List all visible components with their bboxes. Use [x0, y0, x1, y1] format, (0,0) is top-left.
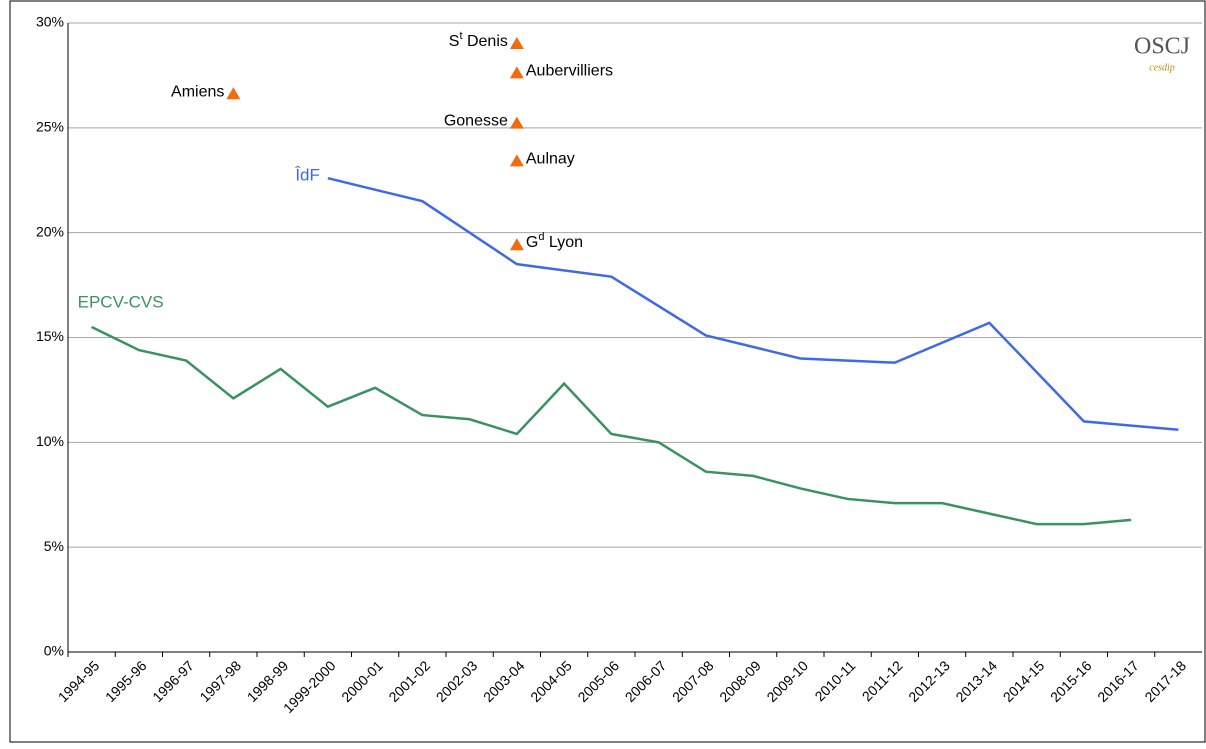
point-label-part: Amiens	[171, 84, 224, 101]
triangle-marker	[509, 66, 524, 79]
triangle-marker	[509, 238, 524, 251]
x-tick-label: 2001-02	[385, 657, 433, 705]
logo-title: OSCJ	[1134, 34, 1190, 60]
y-tick-label: 0%	[44, 643, 64, 659]
x-tick-label: 2010-11	[811, 657, 858, 704]
y-tick-label: 10%	[36, 433, 64, 449]
x-tick-label: 2008-09	[716, 657, 764, 705]
point-label-part: Aulnay	[526, 151, 575, 168]
x-tick-label: 1994-95	[55, 657, 103, 705]
y-tick-label: 30%	[36, 14, 64, 30]
x-tick-label: 2006-07	[622, 657, 670, 705]
point-label-part: Lyon	[544, 234, 583, 251]
point-label-part: G	[526, 234, 538, 251]
frame	[9, 0, 1206, 743]
x-tick-label: 2009-10	[763, 657, 811, 705]
x-tick-label: 1999-2000	[280, 657, 339, 716]
triangle-marker	[509, 154, 524, 167]
x-tick-label: 2015-16	[1047, 657, 1095, 705]
triangle-marker	[509, 36, 524, 49]
x-tick-label: 2007-08	[669, 657, 717, 705]
x-tick-label: 2014-15	[1000, 657, 1048, 705]
point-label-part: Aubervilliers	[526, 63, 613, 80]
x-tick-label: 2003-04	[480, 657, 528, 705]
x-tick-label: 2012-13	[905, 657, 953, 705]
point-label: Gd Lyon	[526, 231, 583, 251]
point-label-part: S	[449, 33, 460, 50]
series-label: EPCV-CVS	[78, 293, 164, 312]
triangle-marker	[509, 116, 524, 129]
x-tick-label: 2005-06	[574, 657, 622, 705]
y-tick-label: 15%	[36, 328, 64, 344]
x-tick-label: 1996-97	[149, 657, 197, 705]
x-tick-label: 2016-17	[1094, 657, 1142, 705]
x-tick-label: 2002-03	[433, 657, 481, 705]
logo-subtitle: cesdip	[1149, 62, 1175, 73]
x-tick-label: 1995-96	[102, 657, 150, 705]
y-tick-label: 25%	[36, 119, 64, 135]
point-label: Amiens	[171, 84, 224, 101]
y-tick-label: 5%	[44, 538, 64, 554]
x-tick-label: 2013-14	[952, 657, 1000, 705]
x-tick-label: 1997-98	[196, 657, 244, 705]
x-tick-label: 1998-99	[244, 657, 292, 705]
point-label-part: Denis	[463, 33, 508, 50]
point-label-part: Gonesse	[444, 113, 508, 130]
x-tick-label: 2011-12	[859, 657, 906, 704]
triangle-marker	[226, 87, 241, 100]
point-label-sup: t	[459, 30, 462, 42]
series-line	[327, 176, 1179, 431]
y-tick-label: 20%	[36, 223, 64, 239]
series-label: ÎdF	[294, 166, 320, 185]
series-line	[91, 325, 1132, 526]
point-label-sup: d	[538, 231, 544, 243]
point-label: Aubervilliers	[526, 63, 613, 80]
point-label: St Denis	[449, 30, 508, 50]
point-label: Gonesse	[444, 113, 508, 130]
x-tick-label: 2004-05	[527, 657, 575, 705]
point-label: Aulnay	[526, 151, 575, 168]
x-tick-label: 2017-18	[1141, 657, 1189, 705]
x-tick-label: 2000-01	[338, 657, 386, 705]
